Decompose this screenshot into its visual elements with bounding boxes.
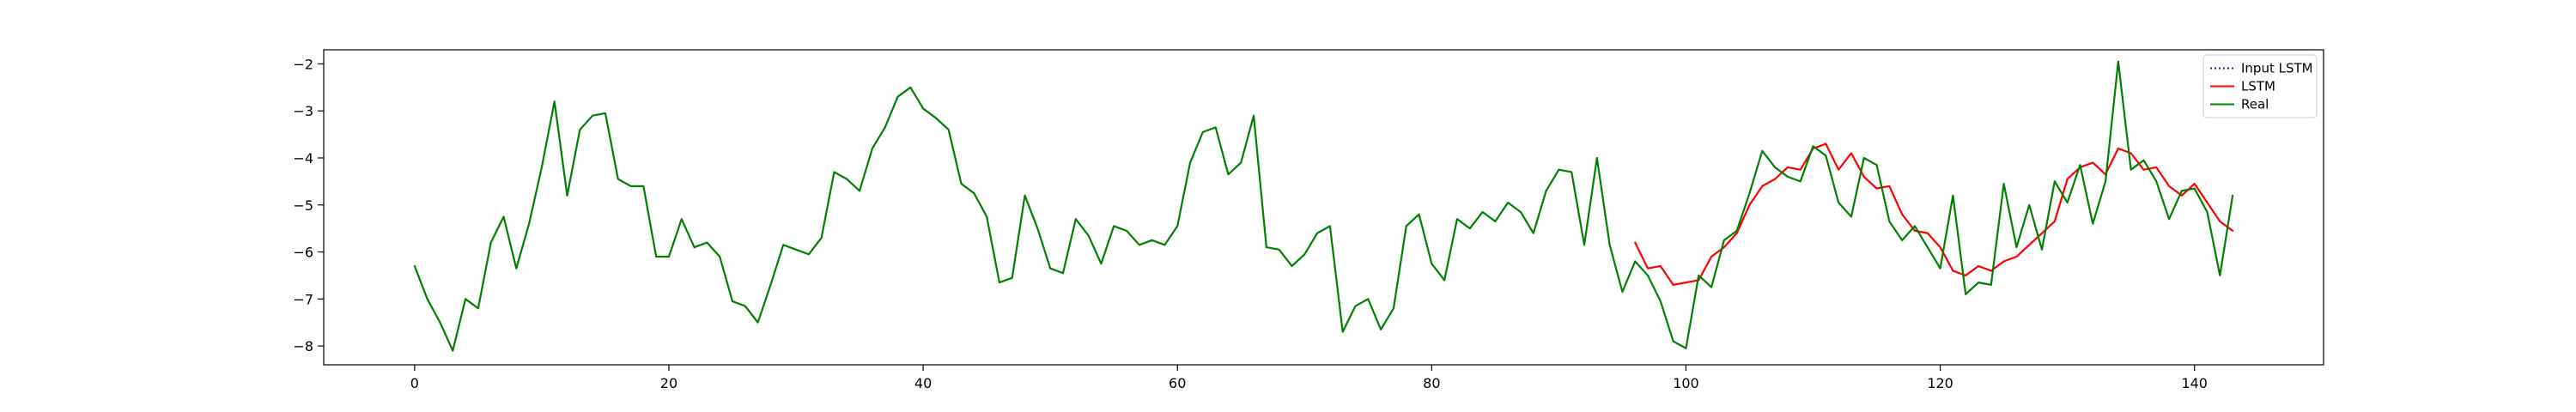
- legend: Input LSTM LSTM Real: [2202, 54, 2318, 118]
- x-tick-label: 60: [1169, 375, 1186, 391]
- series-layer: [413, 60, 2234, 352]
- x-tick-label: 100: [1673, 375, 1699, 391]
- x-tick-label: 0: [410, 375, 419, 391]
- x-tick-label: 140: [2181, 375, 2208, 391]
- series-line-real: [413, 60, 2234, 352]
- y-tick-label: −5: [293, 197, 313, 214]
- y-tick-label: −4: [293, 150, 313, 167]
- y-tick-label: −3: [293, 103, 313, 119]
- x-tick-label: 20: [660, 375, 677, 391]
- legend-label: Real: [2241, 97, 2269, 112]
- x-tick-label: 80: [1423, 375, 1440, 391]
- y-tick-label: −7: [293, 291, 313, 307]
- y-tick-label: −8: [293, 338, 313, 354]
- y-tick-label: −2: [293, 56, 313, 72]
- legend-label: LSTM: [2241, 79, 2275, 94]
- plot-frame: [323, 49, 2324, 366]
- y-axis: −8 −7 −6 −5 −4 −3 −2: [293, 56, 324, 354]
- x-tick-label: 40: [914, 375, 932, 391]
- x-tick-label: 120: [1927, 375, 1953, 391]
- x-axis: 0 20 40 60 80 100 120 140: [410, 365, 2208, 391]
- series-line-lstm: [1634, 142, 2234, 286]
- legend-box: [2202, 54, 2318, 118]
- legend-label: Input LSTM: [2241, 61, 2313, 76]
- y-tick-label: −6: [293, 245, 313, 261]
